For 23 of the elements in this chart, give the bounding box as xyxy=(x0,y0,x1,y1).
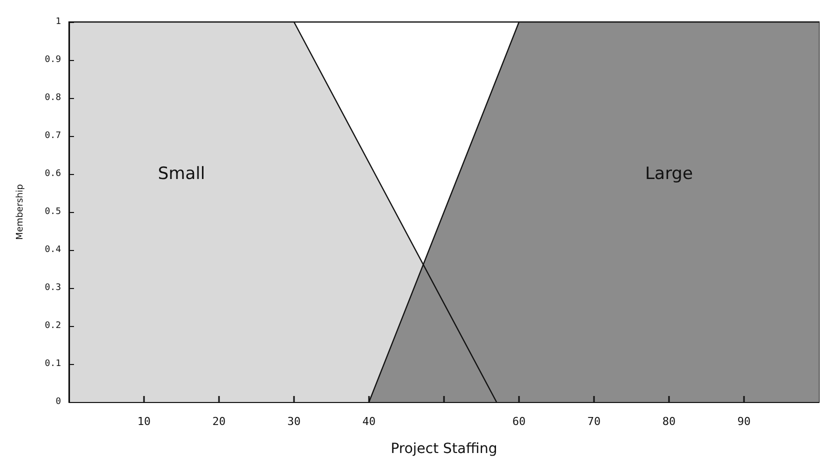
x-tick-label: 30 xyxy=(287,415,301,428)
x-tick-label: 20 xyxy=(212,415,226,428)
series-label: Small xyxy=(158,164,206,184)
x-tick-label: 70 xyxy=(587,415,601,428)
y-tick-label: 0.4 xyxy=(44,245,61,255)
series-label: Large xyxy=(645,164,693,184)
y-axis-title: Membership xyxy=(16,184,26,240)
y-tick-label: 0.7 xyxy=(44,131,61,141)
y-tick-label: 0.9 xyxy=(44,55,61,65)
x-tick-label: 60 xyxy=(512,415,526,428)
x-tick-label: 10 xyxy=(137,415,151,428)
y-tick-label: 0.2 xyxy=(44,321,61,331)
y-tick-label: 0 xyxy=(56,397,61,407)
x-axis-title: Project Staffing xyxy=(390,441,498,457)
x-tick-label: 90 xyxy=(737,415,751,428)
x-tick-label: 80 xyxy=(662,415,676,428)
x-tick-label: 40 xyxy=(362,415,376,428)
y-tick-label: 0.5 xyxy=(44,207,61,217)
y-tick-label: 0.6 xyxy=(44,169,61,179)
y-tick-label: 0.3 xyxy=(44,283,61,293)
y-tick-label: 0.8 xyxy=(44,93,61,103)
y-tick-label: 1 xyxy=(56,17,61,27)
y-tick-label: 0.1 xyxy=(44,359,61,369)
